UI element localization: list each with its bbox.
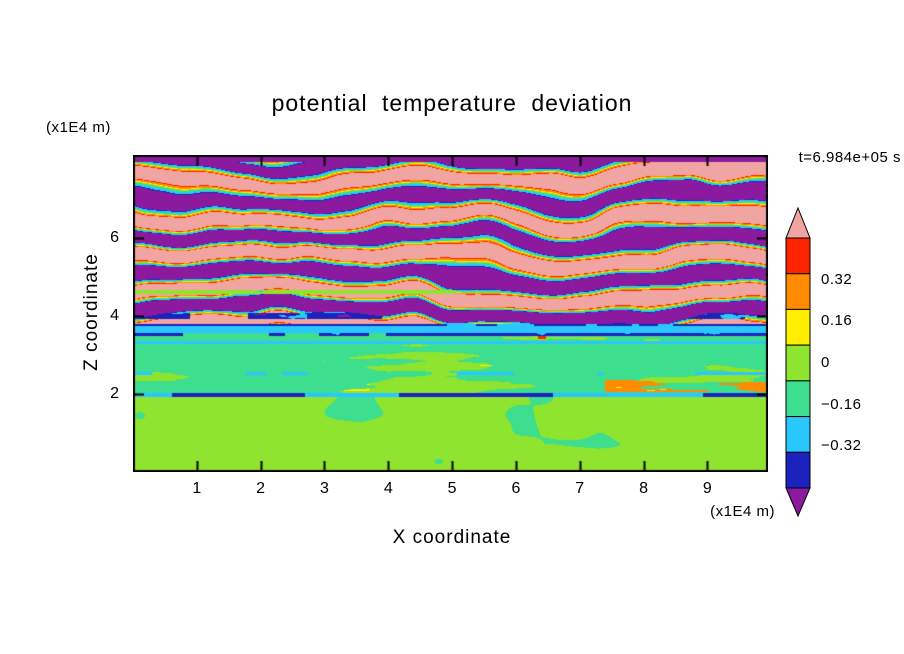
colorbar-tick-label: −0.32: [821, 437, 862, 455]
colorbar-segment-red: [785, 237, 811, 275]
x-tick-label: 1: [192, 480, 202, 497]
colorbar-tick-label: −0.16: [821, 395, 862, 413]
y-tick-label: 2: [110, 385, 119, 403]
x-tick-label: 4: [383, 480, 393, 497]
colorbar-scale: [785, 207, 811, 517]
colorbar-segment-cyan: [785, 416, 811, 453]
colorbar-tick-label: 0.16: [821, 312, 853, 330]
x-axis-title: X coordinate: [392, 527, 512, 548]
contour-field-canvas: [133, 155, 768, 472]
colorbar-tick-label: 0.32: [821, 270, 853, 288]
y-tick-label: 4: [110, 307, 119, 325]
colorbar-segment-spring-green: [785, 380, 811, 418]
x-tick-label: 9: [702, 480, 712, 497]
colorbar-segment-chartreuse: [785, 344, 811, 382]
colorbar-segment-orange: [785, 273, 811, 310]
colorbar-segment-navy: [785, 451, 811, 489]
x-tick-label: 8: [639, 480, 648, 497]
y-axis-title: Z coordinate: [81, 253, 102, 371]
x-tick-label: 7: [575, 480, 585, 497]
y-tick-label: 6: [110, 229, 119, 247]
time-annotation: t=6.984e+05 s: [798, 149, 901, 166]
colorbar-segment-yellow: [785, 308, 811, 346]
x-axis-unit-label: (x1E4 m): [710, 503, 775, 520]
colorbar-tick-label: 0: [821, 354, 830, 371]
chart-title: potential temperature deviation: [271, 90, 633, 116]
x-tick-label: 6: [511, 480, 521, 497]
x-tick-label: 2: [256, 480, 266, 497]
plot-area: 1 2 3 4 5 6 7 8 9 2 4 6: [110, 155, 768, 497]
colorbar: 0.32 0.16 0 −0.16 −0.32: [785, 207, 904, 522]
y-axis-unit-label: (x1E4 m): [46, 119, 111, 136]
x-tick-label: 5: [447, 480, 457, 497]
x-tick-label: 3: [320, 480, 329, 497]
